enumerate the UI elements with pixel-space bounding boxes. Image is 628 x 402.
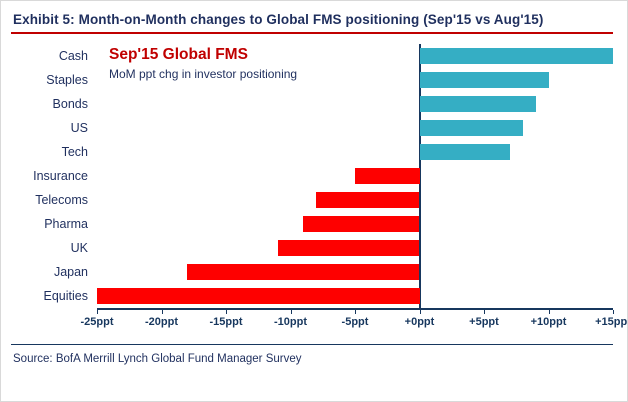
category-label: Insurance <box>33 169 88 183</box>
plot-area: Sep'15 Global FMS MoM ppt chg in investo… <box>97 44 613 310</box>
bar-chart: Cash Staples Bonds US Tech Insurance Telecoms P… <box>11 44 613 310</box>
x-axis: -25ppt -20ppt -15ppt -10ppt -5ppt +0ppt +5ppt +… <box>81 310 627 338</box>
category-label: Telecoms <box>35 193 88 207</box>
chart-title-block: Sep'15 Global FMS MoM ppt chg in investo… <box>109 46 297 81</box>
bar <box>355 168 420 184</box>
x-tick-label: +5ppt <box>469 316 499 328</box>
bar-row <box>97 44 613 68</box>
exhibit-title: Exhibit 5: Month-on-Month changes to Glo… <box>13 12 544 27</box>
footer-rule <box>11 344 613 345</box>
bar-row <box>97 68 613 92</box>
bar-row <box>97 260 613 284</box>
category-label: Pharma <box>44 217 88 231</box>
bar <box>419 144 510 160</box>
bar <box>419 48 613 64</box>
bar <box>419 72 549 88</box>
x-tick-label: -20ppt <box>145 316 178 328</box>
x-tick-mark <box>484 310 485 314</box>
x-tick-mark <box>161 310 163 314</box>
x-tick-label: +0ppt <box>404 316 435 328</box>
x-tick-label: -25ppt <box>80 316 114 328</box>
x-tick-mark <box>226 310 227 314</box>
source-note: Source: BofA Merrill Lynch Global Fund M… <box>13 353 302 365</box>
x-tick-label: -10ppt <box>274 316 307 328</box>
bar-row <box>97 212 613 236</box>
x-tick-mark <box>548 310 550 314</box>
chart-title: Sep'15 Global FMS <box>109 46 248 63</box>
x-tick-mark <box>613 310 614 314</box>
bar <box>419 120 523 136</box>
bar <box>97 288 420 304</box>
x-tick-label: +10ppt <box>530 316 567 328</box>
x-tick-label: -5ppt <box>341 316 369 328</box>
category-label: UK <box>70 241 88 255</box>
bar <box>316 192 420 208</box>
x-tick-label: -15ppt <box>209 316 243 328</box>
category-label: Tech <box>61 145 88 159</box>
bar-row <box>97 284 613 308</box>
chart-subtitle: MoM ppt chg in investor positioning <box>109 67 298 81</box>
category-label: Bonds <box>52 97 88 111</box>
category-label: Staples <box>46 73 88 87</box>
bar-row <box>97 92 613 116</box>
x-tick-mark <box>355 310 356 314</box>
bar-row <box>97 236 613 260</box>
x-tick-mark <box>290 310 292 314</box>
bar-row <box>97 140 613 164</box>
bar <box>187 264 420 280</box>
bar <box>277 240 420 256</box>
category-label: US <box>70 121 88 135</box>
x-tick-label: +15ppt <box>595 316 628 328</box>
bar <box>303 216 420 232</box>
bar-row <box>97 164 613 188</box>
title-underline <box>11 32 613 34</box>
bar-row <box>97 116 613 140</box>
category-axis: Cash Staples Bonds US Tech Insurance Telecoms P… <box>11 44 97 310</box>
category-label: Equities <box>43 289 88 303</box>
category-label: Japan <box>53 265 88 279</box>
category-label: Cash <box>58 49 88 63</box>
x-tick-mark <box>97 310 98 314</box>
x-tick-mark <box>419 310 421 314</box>
bar-row <box>97 188 613 212</box>
bar <box>419 96 536 112</box>
zero-axis-line <box>418 44 421 308</box>
